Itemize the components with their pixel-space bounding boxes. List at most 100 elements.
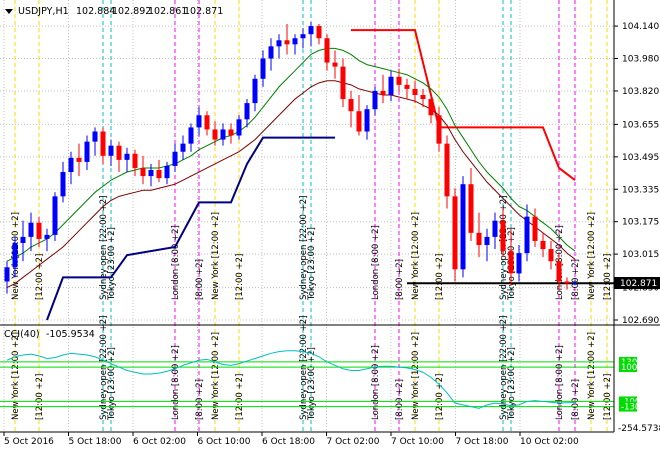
session-label-cci: [8:00 +2] [395, 379, 405, 420]
candle[interactable] [468, 167, 474, 241]
candle[interactable] [460, 176, 466, 278]
candle-body [300, 34, 306, 39]
candle[interactable] [116, 141, 122, 173]
candle[interactable] [4, 261, 10, 294]
candle[interactable] [228, 123, 234, 144]
candle[interactable] [252, 74, 258, 112]
candle[interactable] [140, 155, 146, 185]
candle[interactable] [36, 216, 42, 248]
candle[interactable] [548, 240, 554, 270]
candle[interactable] [308, 22, 314, 47]
candle[interactable] [68, 151, 74, 185]
price-tick-label: 103.335 [622, 185, 659, 195]
candle-body [124, 153, 130, 160]
candle[interactable] [108, 139, 114, 166]
candle[interactable] [236, 115, 242, 140]
candle[interactable] [380, 74, 386, 104]
candle[interactable] [524, 204, 530, 262]
candle-body [340, 66, 346, 100]
candle[interactable] [172, 143, 178, 173]
collapse-triangle-icon[interactable] [5, 9, 13, 14]
candle[interactable] [204, 111, 210, 136]
candle-body [108, 145, 114, 156]
support-line [46, 136, 335, 321]
candle[interactable] [44, 228, 50, 252]
session-label-main: [12:00 +2] [435, 254, 445, 300]
candle[interactable] [436, 107, 442, 152]
session-label-cci: Sydney open [22:00 +2] [499, 316, 509, 420]
candle[interactable] [540, 232, 546, 258]
candle[interactable] [340, 58, 346, 108]
candle[interactable] [564, 277, 570, 290]
candle[interactable] [484, 228, 490, 262]
candle-body [484, 236, 490, 245]
candle-body [276, 40, 282, 47]
price-tick-label: 102.690 [622, 316, 659, 326]
candle[interactable] [132, 149, 138, 177]
candle[interactable] [324, 34, 330, 71]
candle[interactable] [348, 90, 354, 128]
candle[interactable] [284, 24, 290, 55]
candle[interactable] [388, 70, 394, 102]
candle[interactable] [156, 159, 162, 183]
candle-body [372, 90, 378, 110]
candle[interactable] [52, 192, 58, 241]
candle[interactable] [332, 50, 338, 79]
candle[interactable] [124, 147, 130, 173]
candle[interactable] [60, 161, 66, 203]
candle[interactable] [196, 107, 202, 136]
candle-body [308, 26, 314, 35]
candle[interactable] [532, 208, 538, 248]
session-markers: New York [12:00 +2] New York [12:00 +2] [1… [11, 0, 613, 432]
candles[interactable] [4, 22, 578, 294]
candle[interactable] [476, 212, 482, 258]
candle-body [212, 129, 218, 140]
candle[interactable] [364, 105, 370, 140]
candle[interactable] [268, 38, 274, 71]
candle[interactable] [372, 86, 378, 116]
candle[interactable] [28, 212, 34, 252]
candle-body [356, 111, 362, 132]
cci-panel[interactable] [0, 350, 614, 409]
candle[interactable] [420, 88, 426, 108]
candle[interactable] [12, 236, 18, 278]
candle[interactable] [452, 188, 458, 282]
candle[interactable] [412, 80, 418, 104]
candle[interactable] [276, 34, 282, 59]
candle[interactable] [300, 28, 306, 49]
session-label-cci: New York [12:00 +2] [411, 332, 421, 420]
candle-body [244, 103, 250, 120]
time-tick-label: 10 Oct 02:00 [520, 437, 579, 447]
candle[interactable] [76, 143, 82, 177]
candle[interactable] [404, 78, 410, 100]
candle[interactable] [508, 228, 514, 286]
candle[interactable] [556, 253, 562, 290]
candle[interactable] [244, 99, 250, 128]
candle[interactable] [188, 123, 194, 152]
candle[interactable] [164, 161, 170, 185]
candle-body [388, 76, 394, 95]
candle[interactable] [92, 127, 98, 156]
candle[interactable] [292, 34, 298, 55]
candle[interactable] [260, 50, 266, 87]
candle[interactable] [428, 95, 434, 124]
candle[interactable] [180, 135, 186, 160]
candle[interactable] [492, 212, 498, 250]
candle[interactable] [396, 68, 402, 91]
candle[interactable] [500, 208, 506, 258]
candle[interactable] [516, 245, 522, 282]
price-tick-label: 103.175 [622, 218, 659, 228]
candle[interactable] [100, 127, 106, 164]
candle[interactable] [148, 163, 154, 187]
candle[interactable] [444, 135, 450, 209]
cci-tick-label: -254.5738 [618, 424, 660, 434]
candle[interactable] [220, 123, 226, 146]
candle[interactable] [316, 24, 322, 45]
candle[interactable] [572, 279, 578, 286]
candle[interactable] [356, 95, 362, 136]
candle[interactable] [84, 135, 90, 170]
candle[interactable] [212, 121, 218, 146]
candle[interactable] [20, 220, 26, 262]
candle-body [412, 88, 418, 95]
